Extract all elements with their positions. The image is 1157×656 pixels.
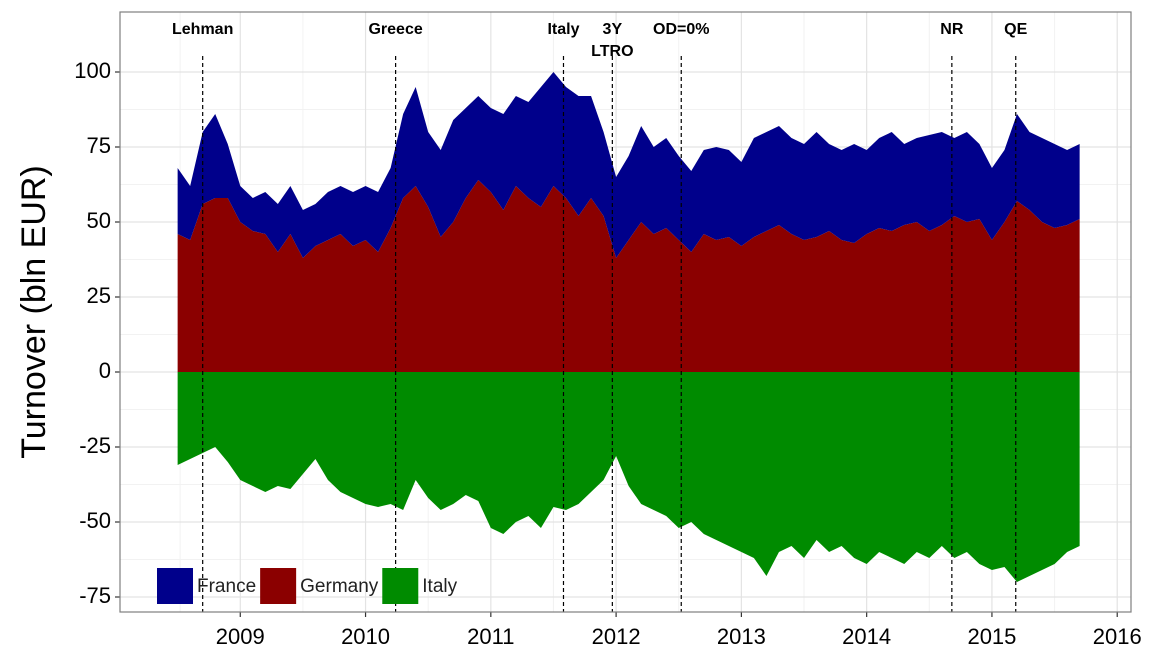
legend-label: Italy (422, 576, 457, 597)
event-label: Italy (547, 21, 579, 38)
y-tick-label: 75 (87, 133, 111, 158)
event-label: 3Y (603, 21, 623, 38)
event-label: OD=0% (653, 21, 709, 38)
x-tick-label: 2013 (717, 624, 766, 649)
legend-label: Germany (300, 576, 379, 597)
area-italy (177, 372, 1080, 582)
x-tick-label: 2009 (216, 624, 265, 649)
event-label: QE (1004, 21, 1027, 38)
x-tick-label: 2011 (467, 624, 514, 649)
plot-border (119, 11, 1132, 613)
legend-key (382, 568, 419, 604)
legend-key (260, 568, 297, 604)
event-label: Greece (368, 21, 422, 38)
y-tick-label: 50 (87, 208, 111, 233)
event-label: NR (940, 21, 964, 38)
x-tick-label: 2016 (1093, 624, 1142, 649)
y-tick-label: 25 (87, 283, 111, 308)
area-germany (177, 180, 1080, 372)
y-tick-label: -25 (79, 433, 111, 458)
legend-key (157, 568, 193, 604)
y-axis-title: Turnover (bln EUR) (15, 165, 53, 458)
y-tick-label: 100 (74, 58, 111, 83)
x-tick-label: 2015 (967, 624, 1016, 649)
event-label: LTRO (591, 43, 633, 60)
x-tick-label: 2014 (842, 624, 891, 649)
y-tick-label: -75 (79, 583, 111, 608)
area-france (177, 72, 1080, 258)
event-label: Lehman (172, 21, 233, 38)
x-tick-label: 2012 (592, 624, 641, 649)
legend-label: France (197, 576, 256, 597)
y-tick-label: 0 (99, 358, 111, 383)
y-tick-label: -50 (79, 508, 111, 533)
x-tick-label: 2010 (341, 624, 390, 649)
